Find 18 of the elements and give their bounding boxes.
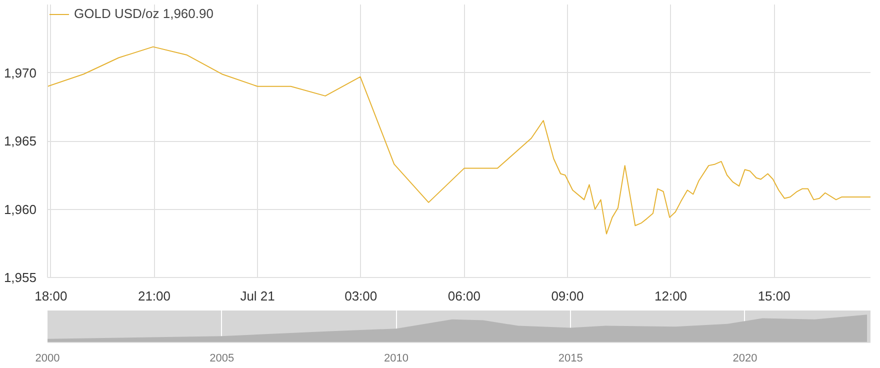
x-tick-label: 03:00 xyxy=(344,288,378,304)
x-tick-label: 12:00 xyxy=(654,288,688,304)
x-tick-label: 2000 xyxy=(35,352,60,364)
x-tick-label: 06:00 xyxy=(448,288,480,304)
x-tick-label: 15:00 xyxy=(758,288,790,304)
x-tick-label: Jul 21 xyxy=(240,288,275,304)
x-tick-label: 18:00 xyxy=(34,288,68,304)
y-tick-label: 1,965 xyxy=(4,134,37,148)
x-tick-label: 21:00 xyxy=(138,288,171,304)
y-tick-label: 1,970 xyxy=(4,65,37,80)
x-tick-label: 2015 xyxy=(558,352,583,364)
x-tick-label: 2010 xyxy=(384,352,408,364)
y-tick-label: 1,960 xyxy=(4,202,37,217)
x-tick-label: 2005 xyxy=(210,352,234,364)
x-tick-label: 2020 xyxy=(732,352,758,364)
legend-label: GOLD USD/oz 1,960.90 xyxy=(74,6,214,21)
x-tick-label: 09:00 xyxy=(551,288,584,304)
y-tick-label: 1,955 xyxy=(4,270,37,285)
